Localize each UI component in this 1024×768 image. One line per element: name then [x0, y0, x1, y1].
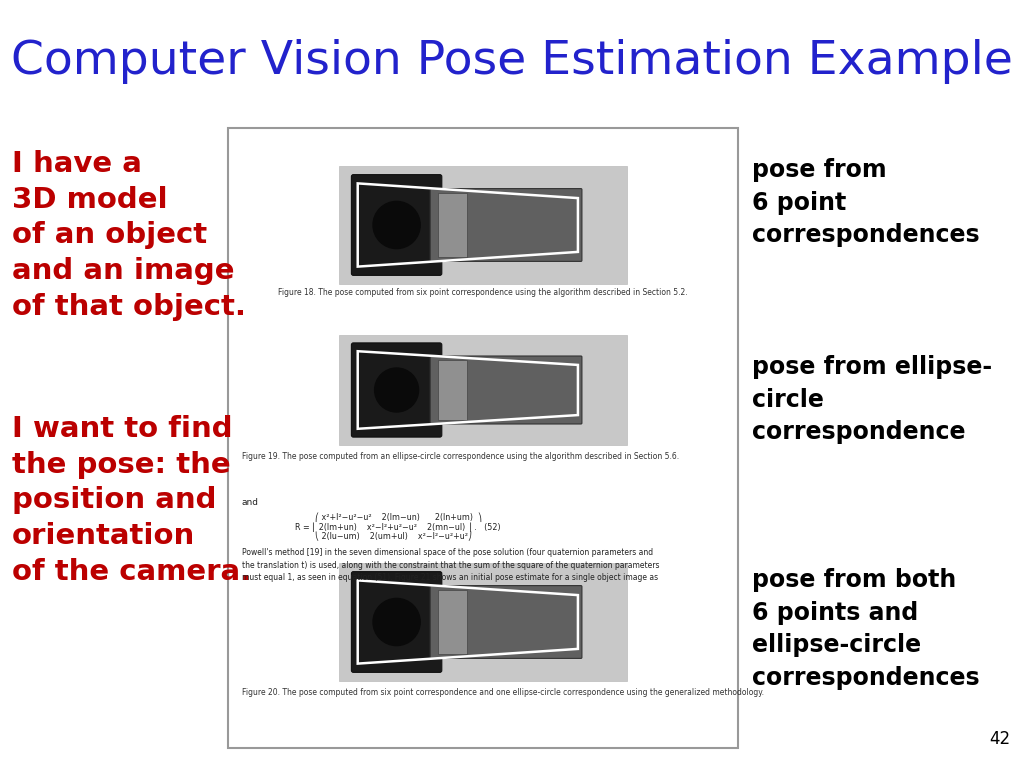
Text: I want to find
the pose: the
position and
orientation
of the camera.: I want to find the pose: the position an…	[12, 415, 251, 586]
Text: 42: 42	[989, 730, 1010, 748]
Bar	[438, 193, 467, 257]
Circle shape	[373, 598, 420, 646]
Text: ⎛ x²+l²−u²−u²    2(lm−un)      2(ln+um)  ⎞: ⎛ x²+l²−u²−u² 2(lm−un) 2(ln+um) ⎞	[310, 512, 482, 521]
FancyBboxPatch shape	[351, 343, 441, 437]
Bar	[339, 166, 627, 284]
Bar	[339, 335, 627, 445]
Text: Figure 18. The pose computed from six point correspondence using the algorithm d: Figure 18. The pose computed from six po…	[279, 288, 688, 297]
Text: Powell's method [19] in the seven dimensional space of the pose solution (four q: Powell's method [19] in the seven dimens…	[242, 548, 659, 582]
Text: Figure 19. The pose computed from an ellipse-circle correspondence using the alg: Figure 19. The pose computed from an ell…	[242, 452, 679, 461]
FancyBboxPatch shape	[430, 356, 582, 424]
Text: I have a
3D model
of an object
and an image
of that object.: I have a 3D model of an object and an im…	[12, 150, 246, 321]
Bar	[339, 563, 627, 681]
Text: R = ⎜ 2(lm+un)    x²−l²+u²−u²    2(mn−ul) ⎟ .   (52): R = ⎜ 2(lm+un) x²−l²+u²−u² 2(mn−ul) ⎟ . …	[295, 522, 501, 531]
Bar	[438, 590, 467, 654]
FancyBboxPatch shape	[430, 586, 582, 658]
FancyBboxPatch shape	[351, 174, 441, 276]
FancyBboxPatch shape	[351, 571, 441, 672]
Text: Computer Vision Pose Estimation Example: Computer Vision Pose Estimation Example	[11, 39, 1013, 84]
Text: Figure 20. The pose computed from six point correspondence and one ellipse-circl: Figure 20. The pose computed from six po…	[242, 688, 764, 697]
Text: and: and	[242, 498, 259, 507]
Text: ⎝ 2(lu−um)    2(um+ul)    x²−l²−u²+u²⎠: ⎝ 2(lu−um) 2(um+ul) x²−l²−u²+u²⎠	[310, 532, 472, 541]
Circle shape	[373, 201, 420, 249]
Bar	[228, 128, 738, 748]
FancyBboxPatch shape	[430, 189, 582, 261]
Text: pose from ellipse-
circle
correspondence: pose from ellipse- circle correspondence	[752, 355, 992, 444]
Circle shape	[375, 368, 419, 412]
Text: pose from both
6 points and
ellipse-circle
correspondences: pose from both 6 points and ellipse-circ…	[752, 568, 980, 690]
Bar	[438, 359, 467, 420]
Text: pose from
6 point
correspondences: pose from 6 point correspondences	[752, 158, 980, 247]
